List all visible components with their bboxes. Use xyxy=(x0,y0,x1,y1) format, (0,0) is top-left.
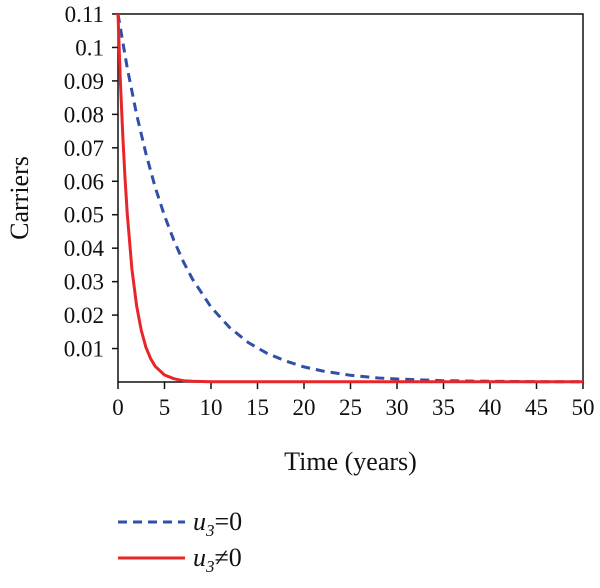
x-tick-label: 0 xyxy=(112,395,124,420)
y-tick-label: 0.1 xyxy=(75,35,104,60)
x-tick-label: 45 xyxy=(525,395,548,420)
y-tick-label: 0.04 xyxy=(64,236,105,261)
y-axis-title: Carriers xyxy=(5,156,34,240)
y-axis-ticks: 0.01 0.02 0.03 0.04 0.05 0.06 0.07 0.08 0.09 0.1 0… xyxy=(64,2,118,362)
y-tick-label: 0.02 xyxy=(64,303,104,328)
x-tick-label: 15 xyxy=(246,395,269,420)
x-tick-label: 30 xyxy=(386,395,409,420)
legend-label-u3-nonzero: u3≠0 xyxy=(193,543,242,576)
x-tick-label: 35 xyxy=(432,395,455,420)
legend: u3=0 u3≠0 xyxy=(118,507,242,576)
y-tick-label: 0.06 xyxy=(64,169,104,194)
plot-area-frame xyxy=(117,13,584,383)
legend-label-u3-zero: u3=0 xyxy=(193,507,242,540)
x-tick-label: 25 xyxy=(339,395,362,420)
x-tick-label: 10 xyxy=(200,395,223,420)
x-axis-title: Time (years) xyxy=(284,447,417,476)
y-tick-label: 0.07 xyxy=(64,136,104,161)
y-tick-label: 0.09 xyxy=(64,69,104,94)
series-line-u3-nonzero xyxy=(116,13,583,384)
series-line-u3-zero xyxy=(116,13,583,384)
x-tick-label: 20 xyxy=(293,395,316,420)
x-tick-label: 40 xyxy=(479,395,502,420)
y-tick-label: 0.11 xyxy=(65,2,104,27)
y-tick-label: 0.01 xyxy=(64,337,104,362)
x-axis-ticks: 0 5 10 15 20 25 30 35 40 45 50 xyxy=(112,382,595,420)
y-tick-label: 0.08 xyxy=(64,102,104,127)
series-layer xyxy=(116,13,583,384)
y-tick-label: 0.05 xyxy=(64,203,104,228)
x-tick-label: 5 xyxy=(159,395,171,420)
y-tick-label: 0.03 xyxy=(64,270,104,295)
x-tick-label: 50 xyxy=(572,395,595,420)
